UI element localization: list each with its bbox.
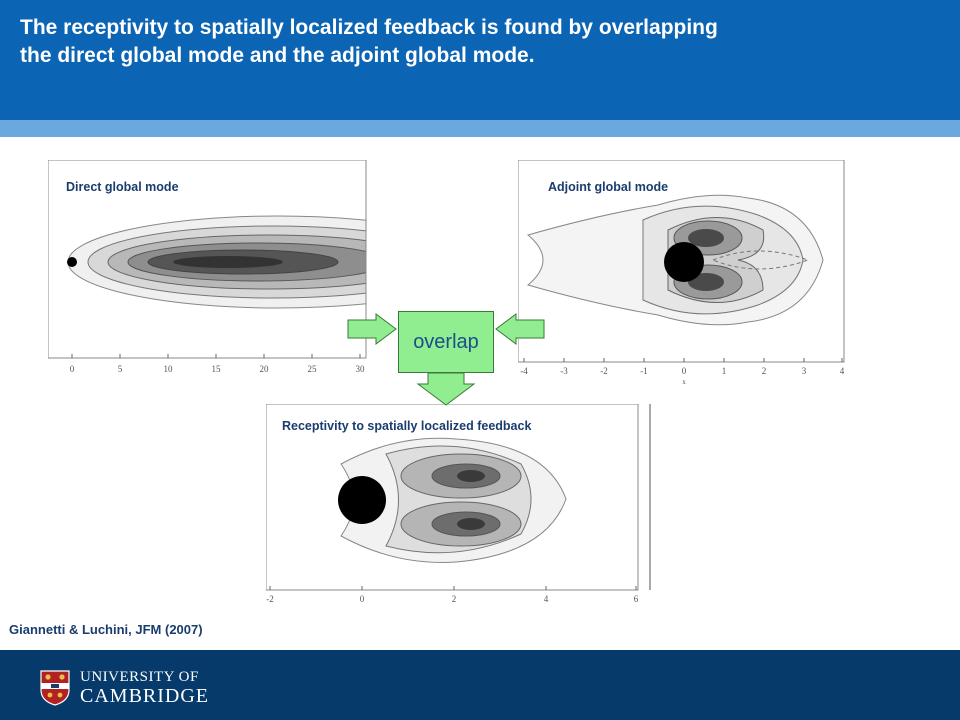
receptivity-x-tick: 2 <box>452 594 457 604</box>
direct-x-tick: 25 <box>308 364 318 374</box>
header-banner <box>0 0 960 120</box>
adjoint-x-tick: 0 <box>682 366 687 376</box>
adjoint-x-tick: 3 <box>802 366 807 376</box>
direct-x-tick: 30 <box>356 364 366 374</box>
receptivity-x-tick: 4 <box>544 594 549 604</box>
adjoint-x-tick: -3 <box>560 366 568 376</box>
down-arrow-icon <box>416 372 476 406</box>
header-strip <box>0 120 960 137</box>
adjoint-x-tick: 2 <box>762 366 767 376</box>
receptivity-plot: -2 0 2 4 6 Receptivity to spatially loca… <box>266 404 656 606</box>
adjoint-x-tick: -1 <box>640 366 648 376</box>
direct-x-tick: 0 <box>70 364 75 374</box>
slide-title-line-2: the direct global mode and the adjoint g… <box>20 44 535 67</box>
university-logo-text: UNIVERSITY OF CAMBRIDGE <box>80 668 209 706</box>
right-arrow-icon <box>347 313 397 345</box>
receptivity-x-tick: 6 <box>634 594 639 604</box>
citation: Giannetti & Luchini, JFM (2007) <box>9 622 203 637</box>
cylinder-marker <box>338 476 386 524</box>
direct-x-tick: 15 <box>212 364 222 374</box>
logo-line-2: CAMBRIDGE <box>80 685 210 707</box>
direct-x-tick: 20 <box>260 364 270 374</box>
adjoint-x-tick: 1 <box>722 366 727 376</box>
direct-x-tick: 5 <box>118 364 123 374</box>
slide-title: The receptivity to spatially localized f… <box>20 14 920 70</box>
direct-mode-plot: 0 5 10 15 20 25 30 Direct global mode <box>48 160 378 380</box>
adjoint-mode-label: Adjoint global mode <box>548 180 669 194</box>
direct-x-tick: 10 <box>164 364 174 374</box>
adjoint-x-tick: -2 <box>600 366 608 376</box>
cylinder-marker <box>67 257 77 267</box>
overlap-box: overlap <box>398 311 494 373</box>
direct-mode-label: Direct global mode <box>66 180 179 194</box>
adjoint-x-tick: -4 <box>520 366 528 376</box>
left-arrow-icon <box>495 313 545 345</box>
logo-line-1: UNIVERSITY OF <box>80 669 199 685</box>
receptivity-x-tick: 0 <box>360 594 365 604</box>
adjoint-x-axis-label: x <box>682 378 686 386</box>
cylinder-marker <box>664 242 704 282</box>
direct-x-ticks <box>71 354 361 358</box>
adjoint-x-tick: 4 <box>840 366 845 376</box>
adjoint-mode-plot: -4 -3 -2 -1 0 1 2 3 4 x Adjoint global m… <box>518 160 848 390</box>
slide-title-line-1: The receptivity to spatially localized f… <box>20 16 718 39</box>
receptivity-label: Receptivity to spatially localized feedb… <box>282 419 532 433</box>
receptivity-x-tick: -2 <box>266 594 274 604</box>
overlap-label: overlap <box>413 330 479 353</box>
footer-bar <box>0 650 960 720</box>
cambridge-crest-icon <box>40 670 70 706</box>
